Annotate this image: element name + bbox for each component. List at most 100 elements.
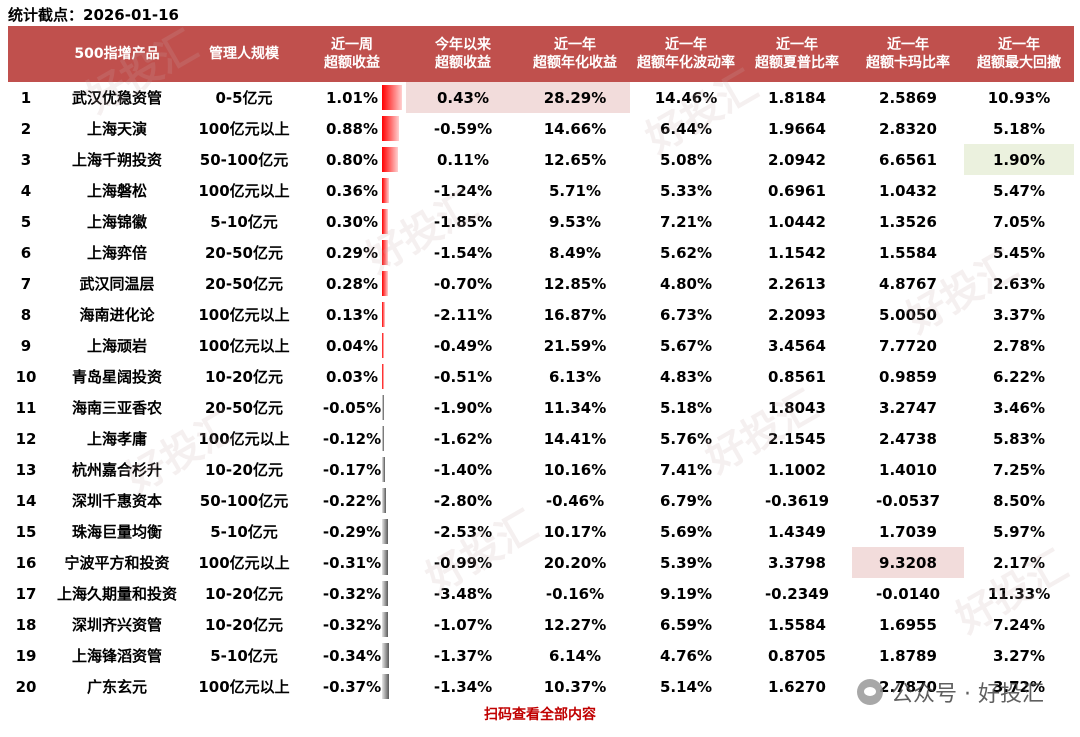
cell-sharpe: -0.2349 (764, 584, 830, 603)
week-excess-bar (382, 147, 398, 172)
cell-vol: 5.18% (659, 398, 713, 417)
cell-calmar: 2.7870 (879, 677, 937, 696)
cell-mdd: 2.63% (992, 274, 1046, 293)
cell-ann-ret: 10.16% (543, 460, 607, 479)
cell-name: 上海久期量和投资 (56, 585, 177, 603)
week-excess-bar (382, 271, 388, 296)
cell-sharpe: 1.6270 (768, 677, 826, 696)
cell-rank: 7 (20, 274, 32, 293)
cell-name: 杭州嘉合杉升 (71, 461, 162, 479)
cell-rank: 16 (15, 553, 37, 572)
cell-scale: 20-50亿元 (205, 244, 283, 262)
cell-sharpe: 2.0942 (768, 150, 826, 169)
cell-sharpe: 2.2613 (768, 274, 826, 293)
cell-ytd: -1.90% (433, 398, 493, 417)
cell-week: 0.36% (298, 175, 406, 206)
cell-ytd: 0.11% (436, 150, 490, 169)
cell-vol: 4.83% (659, 367, 713, 386)
cell-rank: 12 (15, 429, 37, 448)
cell-name: 上海千朔投资 (71, 151, 162, 169)
cell-sharpe: 0.8705 (768, 646, 826, 665)
cell-scale: 100亿元以上 (198, 120, 290, 138)
cell-scale: 5-10亿元 (210, 523, 278, 541)
cell-vol: 7.41% (659, 460, 713, 479)
cell-mdd: 3.27% (992, 646, 1046, 665)
cell-sharpe: 2.1545 (768, 429, 826, 448)
cell-calmar: 4.8767 (879, 274, 937, 293)
watermark: 公众号 · 好投汇 (857, 676, 1044, 708)
cell-name: 武汉同温层 (79, 275, 155, 293)
cell-name: 上海顽岩 (86, 337, 147, 355)
cell-ann-ret: 28.29% (520, 82, 630, 113)
week-excess-bar (382, 302, 385, 327)
cell-ann-ret: 21.59% (543, 336, 607, 355)
cell-sharpe: 1.9664 (768, 119, 826, 138)
week-excess-bar (382, 550, 388, 575)
cell-name: 深圳千惠资本 (71, 492, 162, 510)
table-row: 2 上海天演 100亿元以上 0.88% -0.59% 14.66% 6.44% 1.9664… (8, 113, 1074, 144)
cell-rank: 18 (15, 615, 37, 634)
cell-ytd: -0.49% (433, 336, 493, 355)
cell-ann-ret: 6.14% (548, 646, 602, 665)
cell-vol: 5.33% (659, 181, 713, 200)
wechat-icon (857, 679, 884, 705)
cell-calmar: 1.3526 (879, 212, 937, 231)
cell-week: 0.30% (298, 206, 406, 237)
cell-vol: 4.80% (659, 274, 713, 293)
scan-qr-link[interactable]: 扫码查看全部内容 (484, 707, 596, 723)
cell-ytd: -0.99% (433, 553, 493, 572)
cell-mdd: 6.22% (992, 367, 1046, 386)
cell-scale: 100亿元以上 (198, 678, 290, 696)
cell-week: -0.05% (298, 392, 406, 423)
cell-scale: 100亿元以上 (198, 430, 290, 448)
cell-calmar: 3.2747 (879, 398, 937, 417)
cell-name: 武汉优稳资管 (71, 89, 162, 107)
cell-name: 深圳齐兴资管 (71, 616, 162, 634)
table-row: 18 深圳齐兴资管 10-20亿元 -0.32% -1.07% 12.27% 6.59% 1.… (8, 609, 1074, 640)
stat-date: 统计截点：2026-01-16 (8, 6, 179, 24)
col-header-product: 500指增产品 (44, 26, 190, 82)
week-excess-bar (382, 85, 402, 110)
cell-name: 海南进化论 (79, 306, 155, 324)
cell-name: 上海锦徽 (86, 213, 147, 231)
cell-mdd: 3.37% (992, 305, 1046, 324)
week-excess-bar (382, 426, 384, 451)
week-excess-bar (382, 178, 389, 203)
cell-ann-ret: 10.17% (543, 522, 607, 541)
cell-ytd: -1.34% (433, 677, 493, 696)
cell-scale: 10-20亿元 (205, 616, 283, 634)
cell-calmar: -0.0140 (875, 584, 941, 603)
cell-mdd: 5.97% (992, 522, 1046, 541)
cell-sharpe: 1.4349 (768, 522, 826, 541)
cell-sharpe: 1.1002 (768, 460, 826, 479)
cell-rank: 1 (20, 88, 32, 107)
cell-ytd: -1.07% (433, 615, 493, 634)
cell-calmar: 6.6561 (879, 150, 937, 169)
cell-vol: 6.79% (659, 491, 713, 510)
cell-week: -0.29% (298, 516, 406, 547)
cell-mdd: 8.50% (992, 491, 1046, 510)
cell-rank: 11 (15, 398, 37, 417)
cell-rank: 2 (20, 119, 32, 138)
cell-ann-ret: 14.41% (543, 429, 607, 448)
cell-calmar: 1.7039 (879, 522, 937, 541)
cell-sharpe: -0.3619 (764, 491, 830, 510)
week-excess-bar (382, 395, 384, 420)
cell-mdd: 5.18% (992, 119, 1046, 138)
cell-week: 0.04% (298, 330, 406, 361)
cell-calmar: 5.0050 (879, 305, 937, 324)
week-excess-bar (382, 240, 388, 265)
cell-week: 0.80% (298, 144, 406, 175)
cell-vol: 4.76% (659, 646, 713, 665)
cell-mdd: 11.33% (987, 584, 1051, 603)
cell-ytd: -2.53% (433, 522, 493, 541)
week-excess-bar (382, 519, 388, 544)
cell-week: 0.28% (298, 268, 406, 299)
cell-name: 上海天演 (86, 120, 147, 138)
cell-week: -0.17% (298, 454, 406, 485)
week-excess-bar (382, 333, 384, 358)
watermark-text: 公众号 · 好投汇 (891, 682, 1044, 707)
table-row: 19 上海锋滔资管 5-10亿元 -0.34% -1.37% 6.14% 4.76% 0.87… (8, 640, 1074, 671)
col-header-week: 近一周 超额收益 (298, 26, 406, 82)
cell-vol: 5.76% (659, 429, 713, 448)
